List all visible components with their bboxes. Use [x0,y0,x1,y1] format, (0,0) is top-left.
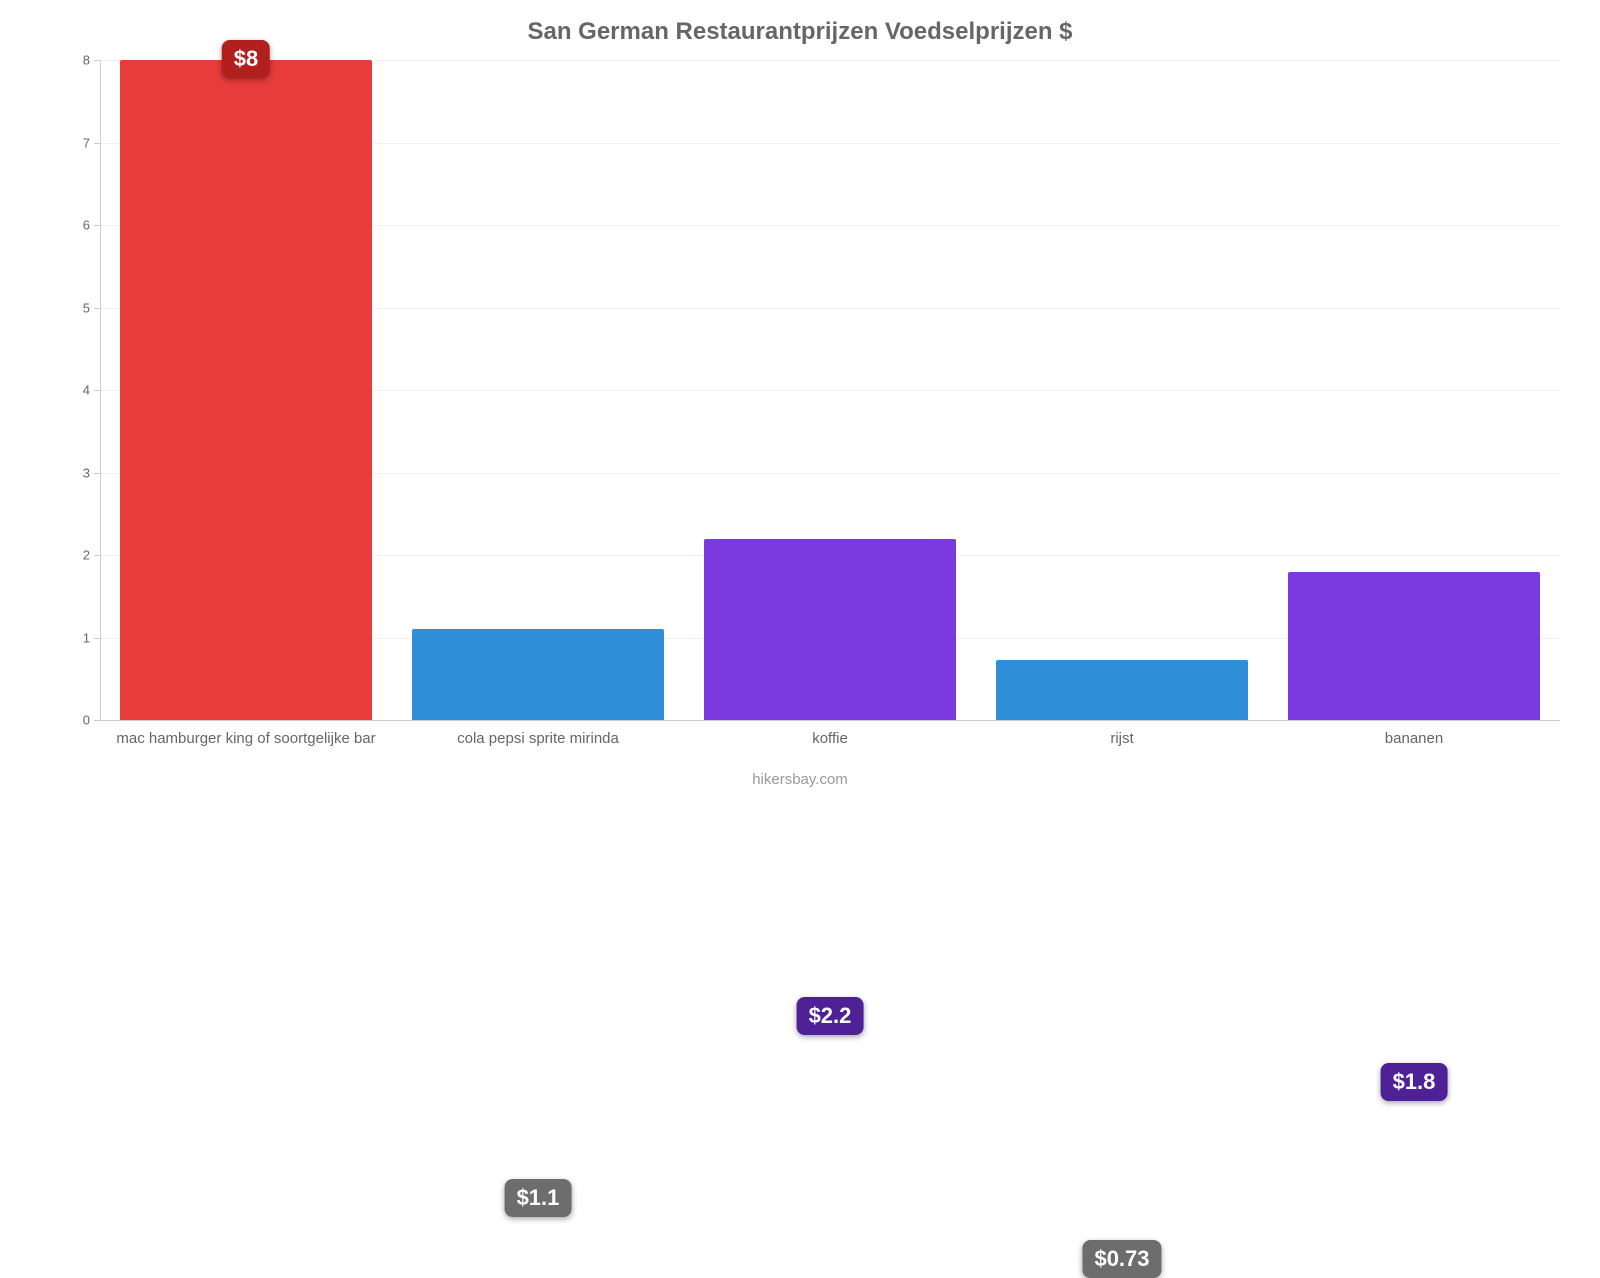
y-tick-label: 1 [60,630,100,645]
x-label-koffie: koffie [812,720,848,747]
price-bar-chart: San German Restaurantprijzen Voedselprij… [0,0,1600,800]
value-badge-cola: $1.1 [505,1179,572,1217]
y-tick-label: 7 [60,135,100,150]
y-tick-label: 0 [60,713,100,728]
x-label-mac: mac hamburger king of soortgelijke bar [116,720,375,747]
y-tick-label: 8 [60,53,100,68]
bar-mac: $8 [120,60,371,720]
y-tick-label: 3 [60,465,100,480]
plot-area: 012345678$8mac hamburger king of soortge… [100,60,1560,720]
y-axis-line [100,60,101,720]
value-badge-mac: $8 [222,40,270,78]
y-tick-label: 6 [60,218,100,233]
bar-bananen: $1.8 [1288,572,1539,721]
y-tick-label: 2 [60,548,100,563]
value-badge-koffie: $2.2 [797,997,864,1035]
x-label-bananen: bananen [1385,720,1443,747]
bar-koffie: $2.2 [704,539,955,721]
chart-credit: hikersbay.com [0,771,1600,788]
bar-rijst: $0.73 [996,660,1247,720]
bar-cola: $1.1 [412,629,663,720]
value-badge-rijst: $0.73 [1082,1240,1161,1278]
value-badge-bananen: $1.8 [1381,1063,1448,1101]
y-tick-label: 4 [60,383,100,398]
x-label-rijst: rijst [1110,720,1133,747]
y-tick-label: 5 [60,300,100,315]
x-label-cola: cola pepsi sprite mirinda [457,720,619,747]
